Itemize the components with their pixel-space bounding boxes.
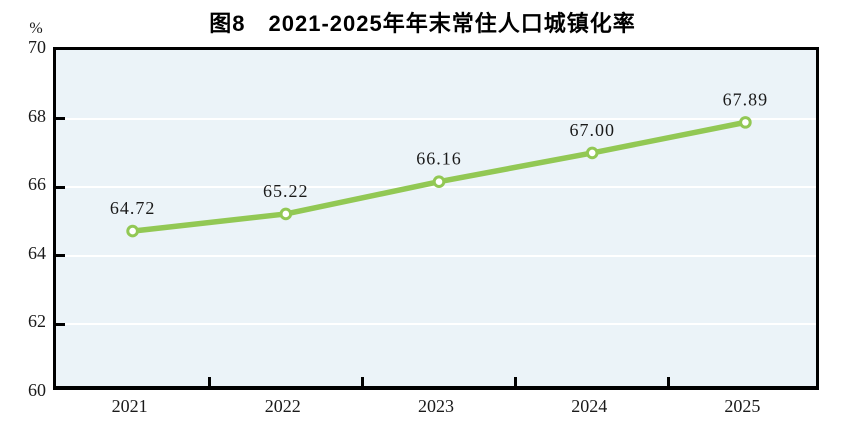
- data-point-label: 65.22: [263, 181, 309, 201]
- data-point-label: 66.16: [416, 149, 462, 169]
- gridline: [56, 254, 816, 257]
- x-axis-tick: [360, 377, 364, 386]
- plot-area: 64.72 65.22 66.16 67.00 67.89: [53, 47, 819, 390]
- data-point-label: 64.72: [110, 198, 156, 218]
- x-axis-label: 2021: [111, 396, 148, 416]
- y-axis-label: 62: [28, 311, 46, 332]
- x-axis-tick: [667, 377, 671, 386]
- data-point-marker: [126, 224, 139, 238]
- x-axis-label: 2024: [571, 396, 608, 416]
- gridline: [56, 323, 816, 326]
- y-axis-label: 64: [28, 242, 46, 263]
- x-axis-label: 2022: [264, 396, 301, 416]
- line-series: 64.72 65.22 66.16 67.00 67.89: [110, 89, 769, 238]
- x-axis-label: 2023: [418, 396, 454, 416]
- y-axis-label: 70: [28, 37, 46, 57]
- x-axis-label: 2025: [724, 396, 761, 416]
- x-axis-tick: [207, 377, 211, 386]
- y-axis-tick: [56, 185, 65, 189]
- y-axis-tick: [56, 322, 65, 326]
- gridline: [56, 117, 816, 120]
- data-point-label: 67.00: [569, 120, 615, 140]
- y-axis-tick: [56, 117, 65, 121]
- data-point-label: 67.89: [723, 89, 769, 109]
- y-axis-label: 66: [28, 174, 46, 195]
- chart-title: 图8 2021-2025年年末常住人口城镇化率: [209, 11, 636, 36]
- y-axis-label: 60: [28, 380, 46, 400]
- y-axis-unit-label: %: [29, 20, 43, 37]
- data-point-marker: [279, 207, 293, 221]
- data-point-marker: [432, 175, 446, 189]
- y-axis-label: 68: [28, 105, 46, 126]
- data-point-marker: [739, 116, 752, 129]
- x-axis-tick: [514, 377, 518, 386]
- y-axis-tick: [56, 254, 65, 258]
- data-point-marker: [585, 146, 599, 160]
